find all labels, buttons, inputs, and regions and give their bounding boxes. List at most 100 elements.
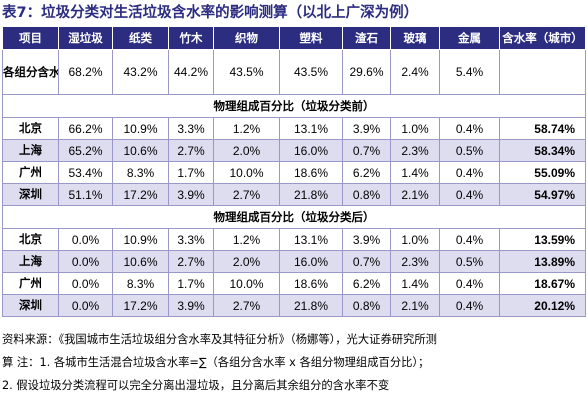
table-cell: 5.4% — [439, 49, 500, 95]
table-row: 深圳 51.1% 17.2% 3.9% 2.7% 21.8% 0.8% 2.1%… — [2, 183, 586, 206]
table-cell: 10.9% — [112, 228, 169, 251]
table-container: 项目 湿垃圾 纸类 竹木 织物 塑料 渣石 玻璃 金属 含水率（城市） 各组分含… — [2, 26, 586, 317]
table-cell: 6.2% — [342, 161, 391, 184]
moisture-rate-cell: 20.12% — [499, 294, 586, 317]
table-row: 北京 66.2% 10.9% 3.3% 1.2% 13.1% 3.9% 1.0%… — [2, 117, 586, 140]
table-cell: 17.2% — [112, 294, 169, 317]
table-cell: 8.3% — [112, 161, 169, 184]
moisture-table: 项目 湿垃圾 纸类 竹木 织物 塑料 渣石 玻璃 金属 含水率（城市） 各组分含… — [2, 26, 586, 317]
moisture-rate-cell: 13.59% — [499, 228, 586, 251]
table-cell: 0.4% — [439, 183, 500, 206]
source-note-line: 资料来源：《我国城市生活垃圾组分含水率及其特征分析》（杨娜等），光大证券研究所测 — [2, 333, 437, 346]
table-cell: 2.0% — [213, 250, 280, 273]
table-cell: 0.5% — [439, 250, 500, 273]
table-cell: 1.7% — [168, 161, 214, 184]
table-cell: 10.9% — [112, 117, 169, 140]
table-cell: 65.2% — [58, 139, 113, 162]
table-cell: 0.0% — [58, 272, 113, 295]
section-title-before: 物理组成百分比（垃圾分类前） — [2, 94, 586, 118]
table-cell: 0.4% — [439, 228, 500, 251]
table-cell: 2.0% — [213, 139, 280, 162]
header-city-moisture: 含水率（城市） — [499, 26, 586, 50]
table-row: 广州 53.4% 8.3% 1.7% 10.0% 18.6% 6.2% 1.4%… — [2, 161, 586, 184]
moisture-row-label: 各组分含水率 — [2, 49, 59, 95]
moisture-rate-cell: 55.09% — [499, 161, 586, 184]
table-cell: 2.7% — [168, 250, 214, 273]
moisture-rate-cell: 18.67% — [499, 272, 586, 295]
table-cell: 16.0% — [279, 250, 343, 273]
table-cell: 0.7% — [342, 250, 391, 273]
table-cell: 0.8% — [342, 183, 391, 206]
city-label: 北京 — [2, 117, 59, 140]
table-cell: 2.3% — [390, 139, 440, 162]
table-cell: 6.2% — [342, 272, 391, 295]
table-cell: 1.7% — [168, 272, 214, 295]
table-cell: 51.1% — [58, 183, 113, 206]
table-cell: 1.2% — [213, 228, 280, 251]
table-row: 上海 65.2% 10.6% 2.7% 2.0% 16.0% 0.7% 2.3%… — [2, 139, 586, 162]
table-cell: 44.2% — [168, 49, 214, 95]
city-label: 北京 — [2, 228, 59, 251]
table-cell: 13.1% — [279, 228, 343, 251]
header-row: 项目 湿垃圾 纸类 竹木 织物 塑料 渣石 玻璃 金属 含水率（城市） — [2, 26, 586, 50]
section-title-after: 物理组成百分比（垃圾分类后） — [2, 205, 586, 229]
table-cell: 0.5% — [439, 139, 500, 162]
header-plastic: 塑料 — [279, 26, 343, 50]
assumption-note-line: 2. 假设垃圾分类流程可以完全分离出湿垃圾，且分离后其余组分的含水率不变 — [2, 379, 390, 392]
header-metal: 金属 — [439, 26, 500, 50]
section-header-before: 物理组成百分比（垃圾分类前） — [2, 94, 586, 118]
table-cell: 21.8% — [279, 183, 343, 206]
table-cell: 3.9% — [168, 294, 214, 317]
city-label: 广州 — [2, 161, 59, 184]
table-cell: 1.2% — [213, 117, 280, 140]
table-cell: 16.0% — [279, 139, 343, 162]
source-notes: 资料来源：《我国城市生活垃圾组分含水率及其特征分析》（杨娜等），光大证券研究所测… — [2, 328, 585, 397]
header-ash-stone: 渣石 — [342, 26, 391, 50]
table-cell: 2.7% — [213, 294, 280, 317]
table-cell: 13.1% — [279, 117, 343, 140]
table-title: 表7：垃圾分类对生活垃圾含水率的影响测算（以北上广深为例） — [2, 5, 419, 21]
table-cell: 0.7% — [342, 139, 391, 162]
table-cell: 43.5% — [279, 49, 343, 95]
table-cell: 2.4% — [390, 49, 440, 95]
header-paper: 纸类 — [112, 26, 169, 50]
table-row: 北京 0.0% 10.9% 3.3% 1.2% 13.1% 3.9% 1.0% … — [2, 228, 586, 251]
table-cell-empty — [499, 49, 586, 95]
table-cell: 18.6% — [279, 272, 343, 295]
table-cell: 0.0% — [58, 250, 113, 273]
table-cell: 66.2% — [58, 117, 113, 140]
table-cell: 0.0% — [58, 294, 113, 317]
table-cell: 53.4% — [58, 161, 113, 184]
table-cell: 1.4% — [390, 272, 440, 295]
table-row: 上海 0.0% 10.6% 2.7% 2.0% 16.0% 0.7% 2.3% … — [2, 250, 586, 273]
table-cell: 1.0% — [390, 228, 440, 251]
table-cell: 2.7% — [213, 183, 280, 206]
table-cell: 43.2% — [112, 49, 169, 95]
city-label: 上海 — [2, 139, 59, 162]
table-row: 深圳 0.0% 17.2% 3.9% 2.7% 21.8% 0.8% 2.1% … — [2, 294, 586, 317]
table-cell: 29.6% — [342, 49, 391, 95]
table-cell: 1.4% — [390, 161, 440, 184]
table-cell: 2.1% — [390, 294, 440, 317]
table-cell: 10.0% — [213, 272, 280, 295]
table-cell: 17.2% — [112, 183, 169, 206]
header-glass: 玻璃 — [390, 26, 440, 50]
city-label: 深圳 — [2, 294, 59, 317]
table-cell: 18.6% — [279, 161, 343, 184]
table-cell: 43.5% — [213, 49, 280, 95]
table-row: 广州 0.0% 8.3% 1.7% 10.0% 18.6% 6.2% 1.4% … — [2, 272, 586, 295]
table-cell: 10.0% — [213, 161, 280, 184]
table-cell: 3.9% — [342, 117, 391, 140]
header-item: 项目 — [2, 26, 59, 50]
header-textile: 织物 — [213, 26, 280, 50]
moisture-rate-cell: 13.89% — [499, 250, 586, 273]
table-cell: 21.8% — [279, 294, 343, 317]
formula-note-line: 算 注：1. 各城市生活混合垃圾含水率=∑（各组分含水率 x 各组分物理组成百分… — [2, 356, 430, 369]
table-cell: 10.6% — [112, 139, 169, 162]
city-label: 广州 — [2, 272, 59, 295]
table-cell: 68.2% — [58, 49, 113, 95]
table-cell: 0.4% — [439, 294, 500, 317]
table-cell: 0.0% — [58, 228, 113, 251]
moisture-rate-cell: 54.97% — [499, 183, 586, 206]
